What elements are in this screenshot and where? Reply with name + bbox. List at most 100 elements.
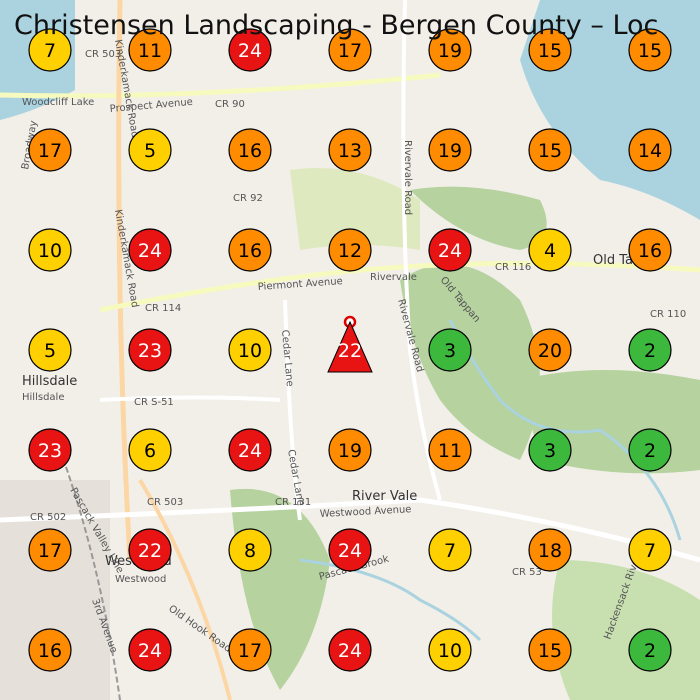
rank-label: 16 — [238, 140, 262, 162]
map-label: Westwood Avenue — [320, 504, 412, 520]
rank-label: 8 — [244, 540, 256, 562]
rank-markers: 7 11 24 17 19 15 15 17 5 16 13 19 15 14 10 24 16 12 24 4 16 5… — [28, 28, 672, 672]
map-label: Woodcliff Lake — [22, 97, 94, 108]
rank-label: 24 — [238, 440, 262, 462]
rank-marker — [628, 28, 672, 72]
rank-marker — [428, 228, 472, 272]
rank-label: 18 — [538, 540, 562, 562]
map-label: CR 90 — [215, 99, 245, 110]
rank-label: 22 — [338, 340, 362, 362]
rank-marker — [128, 228, 172, 272]
map-label: CR 110 — [650, 309, 686, 320]
rank-label: 23 — [138, 340, 162, 362]
rank-label: 16 — [638, 240, 662, 262]
rank-marker — [228, 328, 272, 372]
rank-label: 2 — [644, 440, 656, 462]
rank-label: 19 — [438, 140, 462, 162]
rank-label: 19 — [438, 40, 462, 62]
rank-marker — [428, 328, 472, 372]
rank-marker — [228, 428, 272, 472]
rank-label: 11 — [438, 440, 462, 462]
rank-label: 17 — [338, 40, 362, 62]
rank-label: 17 — [38, 140, 62, 162]
map-label: Rivervale — [370, 272, 417, 283]
rank-label: 15 — [538, 40, 562, 62]
rank-marker — [128, 528, 172, 572]
rank-label: 4 — [544, 240, 556, 262]
rank-label: 12 — [338, 240, 362, 262]
rank-label: 23 — [38, 440, 62, 462]
rank-marker — [328, 28, 372, 72]
map-label: Hillsdale — [22, 374, 77, 389]
rank-marker — [228, 128, 272, 172]
rank-marker — [128, 328, 172, 372]
rank-label: 19 — [338, 440, 362, 462]
rank-marker — [628, 328, 672, 372]
rank-marker — [28, 528, 72, 572]
rank-label: 24 — [338, 540, 362, 562]
rank-marker — [628, 428, 672, 472]
rank-label: 16 — [238, 240, 262, 262]
rank-marker — [128, 28, 172, 72]
rank-marker — [28, 228, 72, 272]
rank-marker — [28, 28, 72, 72]
rank-label: 7 — [44, 40, 56, 62]
map-label: CR 131 — [275, 497, 311, 508]
map-label: CR 503 — [147, 497, 183, 508]
rank-marker — [528, 228, 572, 272]
rank-label: 11 — [138, 40, 162, 62]
rank-label: 3 — [544, 440, 556, 462]
title: Christensen Landscaping - Bergen County … — [14, 10, 658, 41]
map-label: CR S-51 — [134, 397, 174, 408]
rank-label: 5 — [44, 340, 56, 362]
rank-marker — [428, 628, 472, 672]
rank-marker — [428, 128, 472, 172]
rank-label: 13 — [338, 140, 362, 162]
rank-label: 24 — [338, 640, 362, 662]
rank-marker — [528, 628, 572, 672]
rank-label: 5 — [144, 140, 156, 162]
rank-marker — [128, 128, 172, 172]
map-label: CR 114 — [145, 303, 181, 314]
rank-label: 20 — [538, 340, 562, 362]
rank-marker — [628, 228, 672, 272]
map-label: Old Ta — [593, 253, 633, 268]
rank-label: 7 — [644, 540, 656, 562]
rank-marker — [528, 328, 572, 372]
rank-marker — [228, 528, 272, 572]
map-label: CR 116 — [495, 262, 531, 273]
rank-label: 24 — [138, 640, 162, 662]
rank-marker — [428, 528, 472, 572]
rank-marker — [528, 28, 572, 72]
rank-marker — [628, 528, 672, 572]
rank-label: 2 — [644, 640, 656, 662]
map-label: CR 92 — [233, 193, 263, 204]
rank-marker — [328, 628, 372, 672]
rank-marker — [528, 528, 572, 572]
rank-label: 7 — [444, 540, 456, 562]
rank-label: 22 — [138, 540, 162, 562]
rank-label: 17 — [38, 540, 62, 562]
rank-label: 10 — [38, 240, 62, 262]
rank-marker — [327, 320, 373, 373]
rank-label: 24 — [238, 40, 262, 62]
map-label: CR 53 — [512, 567, 542, 578]
rank-marker — [428, 28, 472, 72]
rank-marker — [28, 128, 72, 172]
rank-marker — [528, 128, 572, 172]
rank-marker — [28, 428, 72, 472]
map-label: Westwood — [115, 574, 166, 585]
rank-label: 24 — [138, 240, 162, 262]
map-label: River Vale — [352, 489, 417, 504]
rank-label: 15 — [638, 40, 662, 62]
rank-marker — [228, 28, 272, 72]
rank-marker — [628, 628, 672, 672]
map-label: Hillsdale — [22, 392, 64, 403]
rank-label: 10 — [238, 340, 262, 362]
map-label: CR 502 — [30, 512, 66, 523]
rank-marker — [328, 128, 372, 172]
rank-label: 2 — [644, 340, 656, 362]
rank-label: 24 — [438, 240, 462, 262]
